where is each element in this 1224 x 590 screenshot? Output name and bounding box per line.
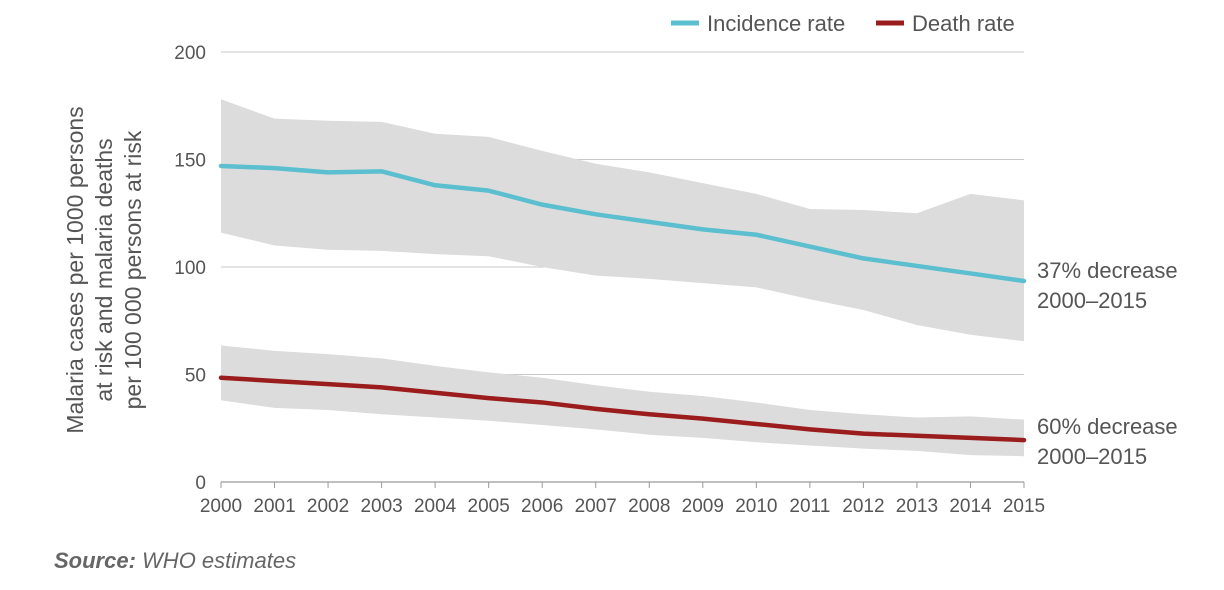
x-tick-label-2006: 2006 — [521, 496, 563, 517]
x-tick-label-2007: 2007 — [575, 496, 617, 517]
source-note: Source: WHO estimates — [54, 548, 296, 574]
source-text: WHO estimates — [142, 548, 297, 573]
y-axis-label-line-3: per 100 000 persons at risk — [120, 130, 146, 409]
series-line-incidence — [218, 163, 1027, 284]
x-tick-label-2004: 2004 — [414, 496, 457, 517]
uncertainty-bands — [221, 99, 1024, 457]
x-tick-label-2010: 2010 — [735, 496, 777, 517]
y-axis-label-line-1: Malaria cases per 1000 persons — [62, 106, 88, 433]
x-tick-label-2001: 2001 — [253, 496, 295, 517]
annotations: 37% decrease 2000–2015 60% decrease 2000–20… — [1037, 258, 1178, 469]
y-tick-label-0: 0 — [195, 473, 206, 494]
annotation-death-0: 60% decrease — [1037, 414, 1178, 439]
x-tick-label-2008: 2008 — [628, 496, 670, 517]
x-tick-label-2005: 2005 — [468, 496, 510, 517]
y-tick-label-150: 150 — [174, 151, 206, 172]
x-tick-label-2002: 2002 — [307, 496, 349, 517]
series-line-death — [218, 375, 1027, 443]
y-tick-label-50: 50 — [185, 366, 206, 387]
legend-label-death: Death rate — [912, 11, 1015, 36]
legend: Incidence rate Death rate — [671, 11, 1015, 36]
uncertainty-band-death — [221, 345, 1024, 457]
y-axis-label: Malaria cases per 1000 persons at risk an… — [62, 106, 146, 433]
x-tick-label-2014: 2014 — [949, 496, 992, 517]
x-tick-label-2009: 2009 — [682, 496, 724, 517]
x-tick-label-2000: 2000 — [200, 496, 242, 517]
y-tick-label-200: 200 — [174, 43, 206, 64]
legend-label-incidence: Incidence rate — [707, 11, 845, 36]
y-axis-label-group: Malaria cases per 1000 persons at risk an… — [62, 106, 146, 433]
x-tick-label-2013: 2013 — [896, 496, 938, 517]
annotation-death-1: 2000–2015 — [1037, 444, 1147, 469]
x-tick-label-2015: 2015 — [1003, 496, 1045, 517]
annotation-incidence-0: 37% decrease — [1037, 258, 1178, 283]
source-label: Source: — [54, 548, 136, 573]
annotation-incidence-1: 2000–2015 — [1037, 288, 1147, 313]
y-tick-label-100: 100 — [174, 258, 206, 279]
malaria-chart: 2000 2001 2002 2003 2004 2005 2006 2007 2008 2009… — [62, 11, 1178, 517]
axis-ticks: 2000 2001 2002 2003 2004 2005 2006 2007 2008 2009… — [174, 43, 1045, 517]
series-lines — [218, 163, 1027, 443]
x-tick-label-2012: 2012 — [842, 496, 884, 517]
x-tick-label-2011: 2011 — [789, 496, 830, 517]
x-tick-label-2003: 2003 — [360, 496, 402, 517]
y-axis-label-line-2: at risk and malaria deaths — [91, 138, 117, 401]
